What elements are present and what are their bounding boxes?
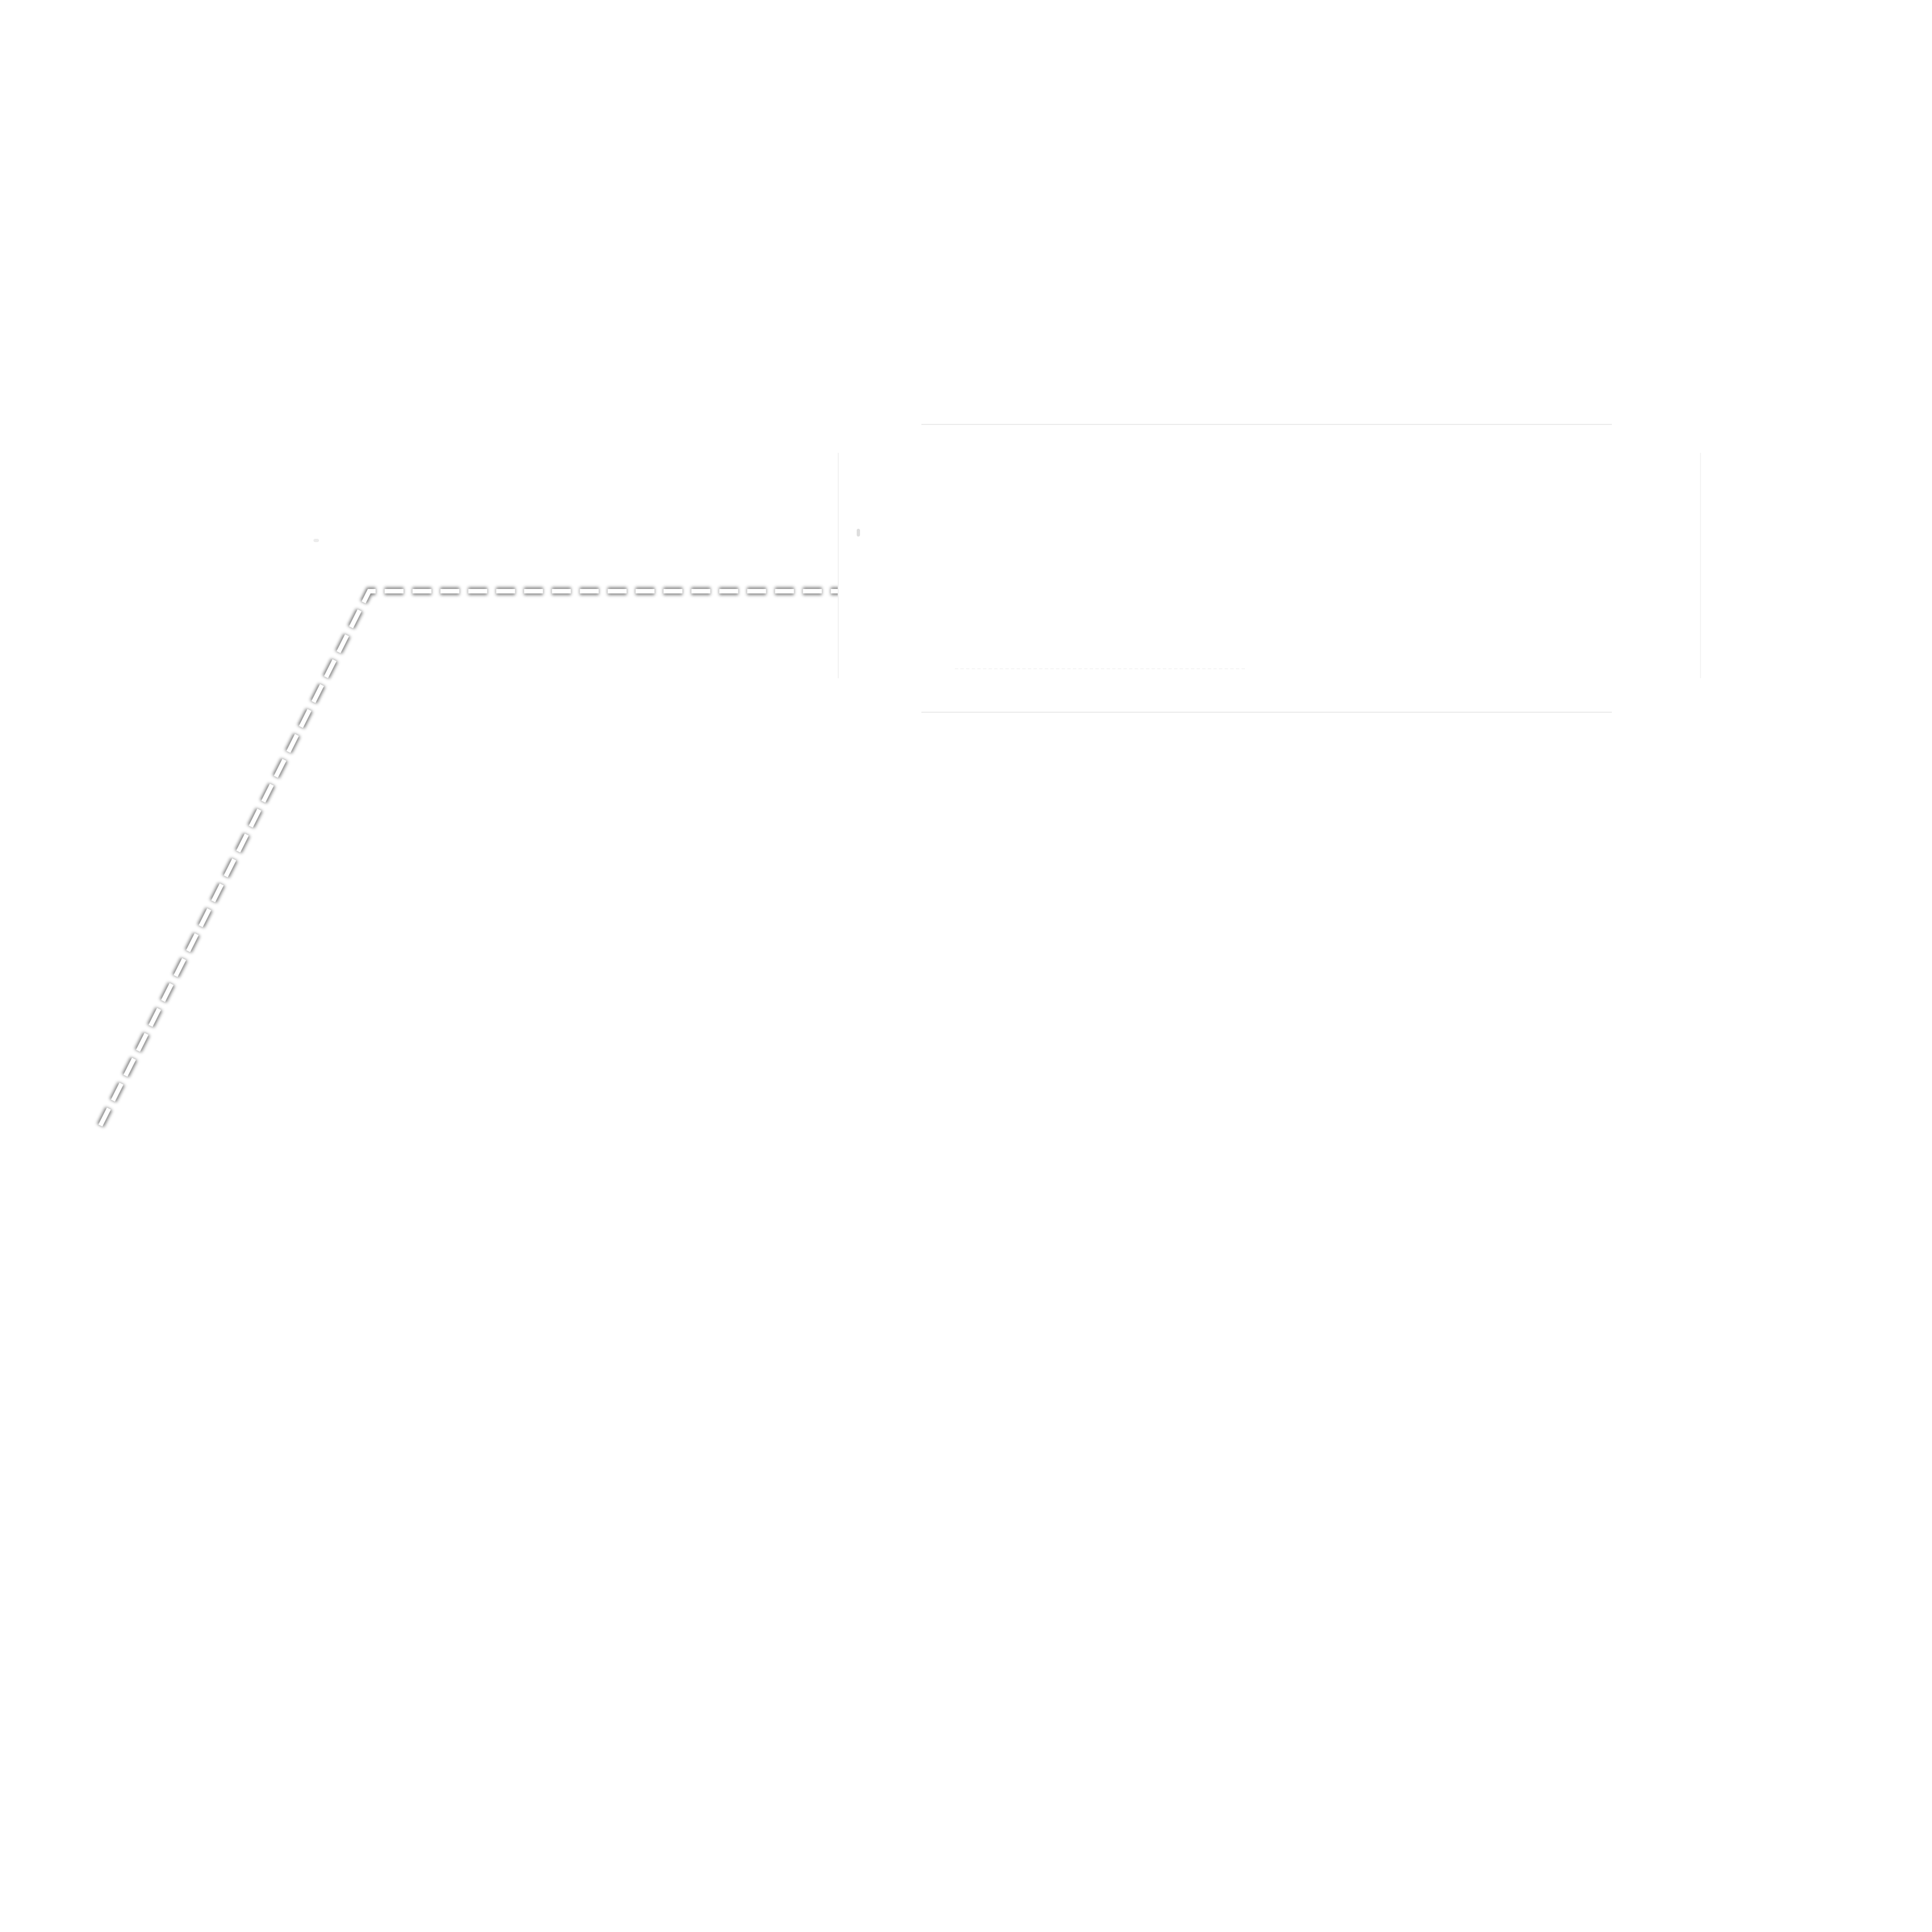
faint-mark bbox=[313, 539, 319, 542]
leader-line-shadow bbox=[96, 587, 848, 1128]
leader-line bbox=[98, 589, 848, 1127]
callout-box-right-edge bbox=[1700, 453, 1701, 678]
callout-box-bottom-edge bbox=[921, 712, 1612, 713]
faint-mark bbox=[857, 529, 860, 537]
callout-faint-rule bbox=[955, 668, 1245, 669]
callout-box-top-edge bbox=[921, 424, 1612, 425]
callout-box-left-edge bbox=[838, 453, 839, 678]
callout-box bbox=[838, 424, 1701, 713]
